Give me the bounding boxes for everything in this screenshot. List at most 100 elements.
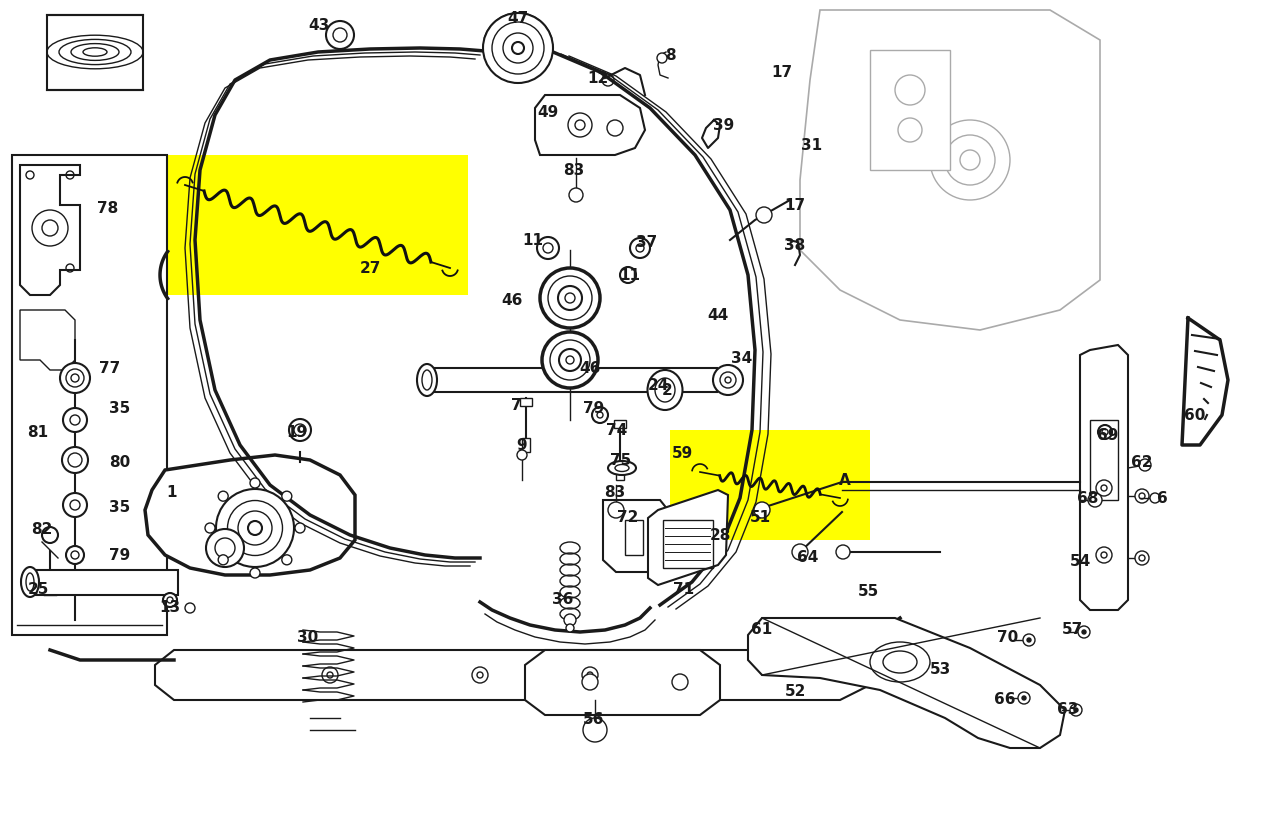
Text: 9: 9	[517, 437, 527, 452]
Text: 74: 74	[607, 423, 627, 437]
Ellipse shape	[72, 374, 79, 382]
Ellipse shape	[227, 501, 282, 556]
Text: 49: 49	[538, 104, 558, 119]
Text: 55: 55	[857, 584, 879, 599]
Text: 30: 30	[298, 630, 319, 644]
Text: 11: 11	[522, 233, 544, 247]
Ellipse shape	[483, 13, 553, 83]
Text: 25: 25	[27, 583, 49, 598]
Bar	[1091, 420, 1117, 500]
Ellipse shape	[720, 372, 736, 388]
Text: 56: 56	[584, 713, 605, 727]
Ellipse shape	[616, 464, 630, 472]
Ellipse shape	[63, 447, 88, 473]
Circle shape	[1096, 547, 1112, 563]
Text: 64: 64	[797, 551, 819, 566]
Text: 63: 63	[1057, 703, 1079, 718]
Text: 46: 46	[502, 293, 522, 307]
Polygon shape	[799, 10, 1099, 330]
Polygon shape	[146, 455, 355, 575]
Polygon shape	[20, 310, 75, 370]
Text: 19: 19	[286, 424, 308, 440]
Text: 59: 59	[672, 446, 692, 460]
Ellipse shape	[326, 21, 354, 49]
Circle shape	[327, 672, 333, 678]
Text: 69: 69	[1097, 427, 1119, 442]
Text: 36: 36	[553, 593, 573, 607]
Ellipse shape	[60, 363, 89, 393]
Ellipse shape	[421, 370, 432, 390]
Circle shape	[206, 523, 215, 533]
Ellipse shape	[248, 521, 262, 535]
Polygon shape	[155, 650, 870, 700]
Circle shape	[1078, 626, 1091, 638]
Circle shape	[295, 523, 305, 533]
Text: 44: 44	[707, 307, 729, 322]
Text: 43: 43	[308, 17, 329, 33]
Ellipse shape	[621, 267, 636, 283]
Text: 71: 71	[673, 583, 695, 598]
Text: 11: 11	[619, 267, 641, 283]
Text: 46: 46	[580, 361, 600, 376]
Polygon shape	[748, 618, 1065, 748]
Circle shape	[584, 718, 607, 742]
Text: 68: 68	[1078, 491, 1098, 506]
Text: 60: 60	[1184, 408, 1205, 423]
Polygon shape	[535, 95, 645, 155]
Text: 6: 6	[1157, 491, 1167, 506]
Bar	[520, 398, 533, 406]
Ellipse shape	[593, 407, 608, 423]
Polygon shape	[647, 490, 728, 585]
Ellipse shape	[655, 378, 676, 402]
Text: 51: 51	[750, 510, 770, 525]
Circle shape	[282, 492, 292, 501]
Text: 17: 17	[784, 197, 806, 213]
Circle shape	[1101, 552, 1107, 558]
Bar	[47, 15, 143, 90]
Text: 57: 57	[1061, 622, 1083, 638]
Text: 27: 27	[359, 261, 381, 275]
Ellipse shape	[647, 370, 682, 410]
Text: 2: 2	[661, 382, 673, 398]
Ellipse shape	[20, 567, 40, 597]
Ellipse shape	[66, 369, 84, 387]
Circle shape	[1070, 704, 1082, 716]
Text: 72: 72	[617, 510, 638, 525]
Bar	[11, 155, 167, 635]
Ellipse shape	[541, 332, 598, 388]
Ellipse shape	[492, 22, 544, 74]
Circle shape	[570, 188, 584, 202]
Circle shape	[1151, 493, 1160, 503]
Ellipse shape	[543, 243, 553, 253]
Circle shape	[1023, 634, 1034, 646]
Ellipse shape	[598, 412, 603, 418]
Circle shape	[1096, 480, 1112, 496]
Bar	[29, 570, 178, 595]
Circle shape	[472, 667, 488, 683]
Circle shape	[282, 555, 292, 565]
Ellipse shape	[418, 364, 437, 396]
Ellipse shape	[1102, 429, 1108, 435]
Text: 13: 13	[160, 601, 180, 616]
Ellipse shape	[70, 415, 80, 425]
Bar	[614, 420, 626, 428]
Text: 83: 83	[604, 484, 626, 500]
Bar	[670, 430, 870, 540]
Text: 66: 66	[995, 692, 1015, 708]
Ellipse shape	[206, 529, 244, 567]
Text: 47: 47	[507, 11, 529, 25]
Circle shape	[1088, 493, 1102, 507]
Circle shape	[1027, 638, 1031, 642]
Circle shape	[1018, 692, 1031, 704]
Circle shape	[566, 624, 573, 632]
Circle shape	[756, 207, 773, 223]
Bar	[870, 50, 950, 170]
Ellipse shape	[713, 365, 743, 395]
Text: 54: 54	[1069, 555, 1091, 570]
Ellipse shape	[167, 597, 172, 603]
Text: 28: 28	[709, 528, 730, 543]
Polygon shape	[20, 165, 80, 295]
Ellipse shape	[608, 461, 636, 475]
Bar	[624, 520, 644, 555]
Text: 79: 79	[584, 400, 604, 415]
